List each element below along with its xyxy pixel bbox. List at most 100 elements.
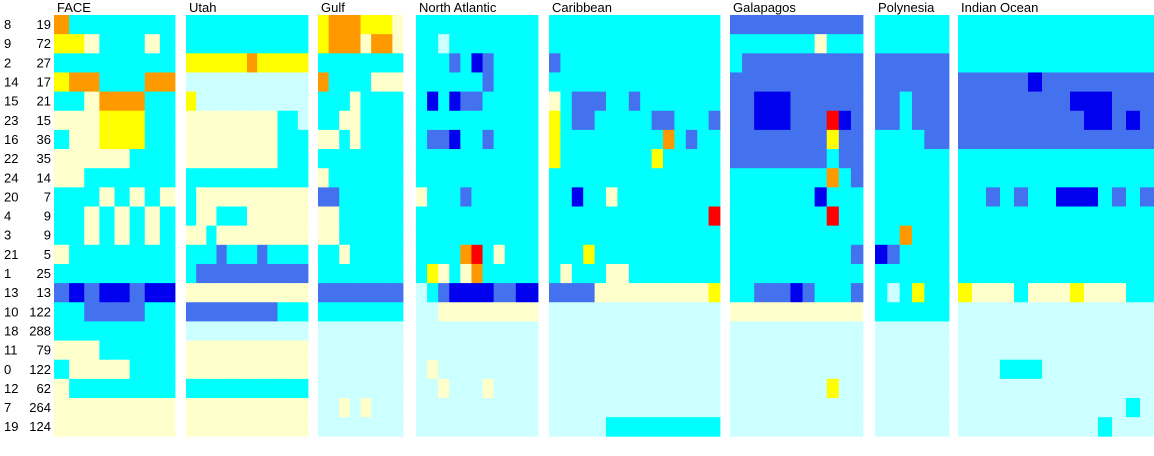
heatmap-cell [560, 340, 573, 361]
heatmap-cell [392, 359, 404, 380]
heatmap-cell [297, 302, 309, 322]
heatmap-cell [697, 302, 709, 322]
heatmap-cell [267, 378, 278, 399]
heatmap-cell [730, 302, 743, 322]
heatmap-cell [838, 244, 852, 265]
heatmap-cell [1000, 72, 1015, 92]
heatmap-cell [826, 398, 840, 418]
heatmap-cell [526, 378, 539, 399]
heatmap-cell [651, 91, 664, 112]
row-count-label: 124 [29, 419, 51, 434]
heatmap-cell [99, 417, 115, 437]
heatmap-cell [277, 244, 289, 265]
row-count-label: 62 [37, 381, 51, 396]
heatmap-cell [549, 302, 561, 322]
heatmap-cell [257, 91, 268, 112]
heatmap-cell [685, 72, 698, 92]
heatmap-cell [814, 321, 828, 341]
heatmap-cell [206, 398, 217, 418]
row-count-label: 5 [44, 247, 51, 262]
heatmap-cell [99, 15, 115, 35]
heatmap-cell [802, 378, 816, 399]
heatmap-cell [754, 149, 767, 169]
heatmap-cell [504, 206, 517, 227]
heatmap-cell [226, 225, 238, 246]
heatmap-cell [742, 283, 755, 303]
row-count-label: 13 [37, 285, 51, 300]
heatmap-cell [1042, 15, 1057, 35]
heatmap-cell [236, 110, 248, 131]
heatmap-cell [371, 206, 383, 227]
heatmap-cell [381, 244, 393, 265]
heatmap-cell [438, 263, 450, 284]
heatmap-cell [617, 110, 630, 131]
heatmap-cell [328, 283, 340, 303]
heatmap-cell [1042, 168, 1057, 188]
heatmap-cell [802, 398, 816, 418]
heatmap-cell [1028, 321, 1043, 341]
heatmap-cell [493, 91, 506, 112]
heatmap-cell [1126, 378, 1141, 399]
heatmap-cell [526, 187, 539, 207]
heatmap-cell [504, 187, 517, 207]
heatmap-cell [247, 417, 258, 437]
heatmap-cell [730, 149, 743, 169]
heatmap-cell [1084, 398, 1099, 418]
heatmap-cell [504, 340, 517, 361]
heatmap-cell [381, 340, 393, 361]
heatmap-cell [730, 187, 743, 207]
heatmap-cell [1070, 283, 1085, 303]
heatmap-cell [1042, 283, 1057, 303]
heatmap-cell [1000, 110, 1015, 131]
heatmap-cell [826, 110, 840, 131]
heatmap-cell [754, 168, 767, 188]
heatmap-cell [1070, 398, 1085, 418]
heatmap-cell [416, 225, 428, 246]
heatmap-cell [257, 149, 268, 169]
heatmap-cell [349, 34, 361, 54]
heatmap-cell [226, 340, 238, 361]
heatmap-cell [826, 321, 840, 341]
heatmap-cell [493, 359, 506, 380]
heatmap-cell [460, 398, 472, 418]
heatmap-cell [392, 110, 404, 131]
heatmap-cell [159, 15, 176, 35]
heatmap-cell [460, 340, 472, 361]
heatmap-cell [526, 340, 539, 361]
heatmap-cell [84, 53, 100, 73]
heatmap-cell [449, 398, 461, 418]
heatmap-cell [708, 149, 721, 169]
heatmap-cell [526, 206, 539, 227]
heatmap-cell [69, 206, 85, 227]
heatmap-cell [594, 359, 607, 380]
heatmap-cell [493, 340, 506, 361]
heatmap-cell [371, 72, 383, 92]
heatmap-cell [899, 263, 913, 284]
heatmap-cell [257, 129, 268, 150]
heatmap-cell [640, 206, 652, 227]
heatmap-cell [790, 129, 803, 150]
heatmap-cell [84, 340, 100, 361]
heatmap-cell [742, 378, 755, 399]
heatmap-cell [1028, 34, 1043, 54]
heatmap-cell [196, 72, 207, 92]
heatmap-cell [560, 129, 573, 150]
heatmap-cell [958, 398, 973, 418]
heatmap-cell [560, 72, 573, 92]
heatmap-cell [560, 417, 573, 437]
heatmap-cell [802, 168, 816, 188]
heatmap-cell [742, 302, 755, 322]
heatmap-cell [606, 15, 618, 35]
heatmap-cell [493, 225, 506, 246]
heatmap-cell [277, 110, 289, 131]
heatmap-cell [216, 340, 228, 361]
heatmap-cell [449, 149, 461, 169]
heatmap-cell [54, 244, 70, 265]
heatmap-cell [504, 110, 517, 131]
heatmap-cell [802, 283, 816, 303]
heatmap-cell [697, 321, 709, 341]
heatmap-cell [226, 206, 238, 227]
heatmap-cell [899, 15, 913, 35]
heatmap-cell [1000, 168, 1015, 188]
heatmap-cell [267, 187, 278, 207]
